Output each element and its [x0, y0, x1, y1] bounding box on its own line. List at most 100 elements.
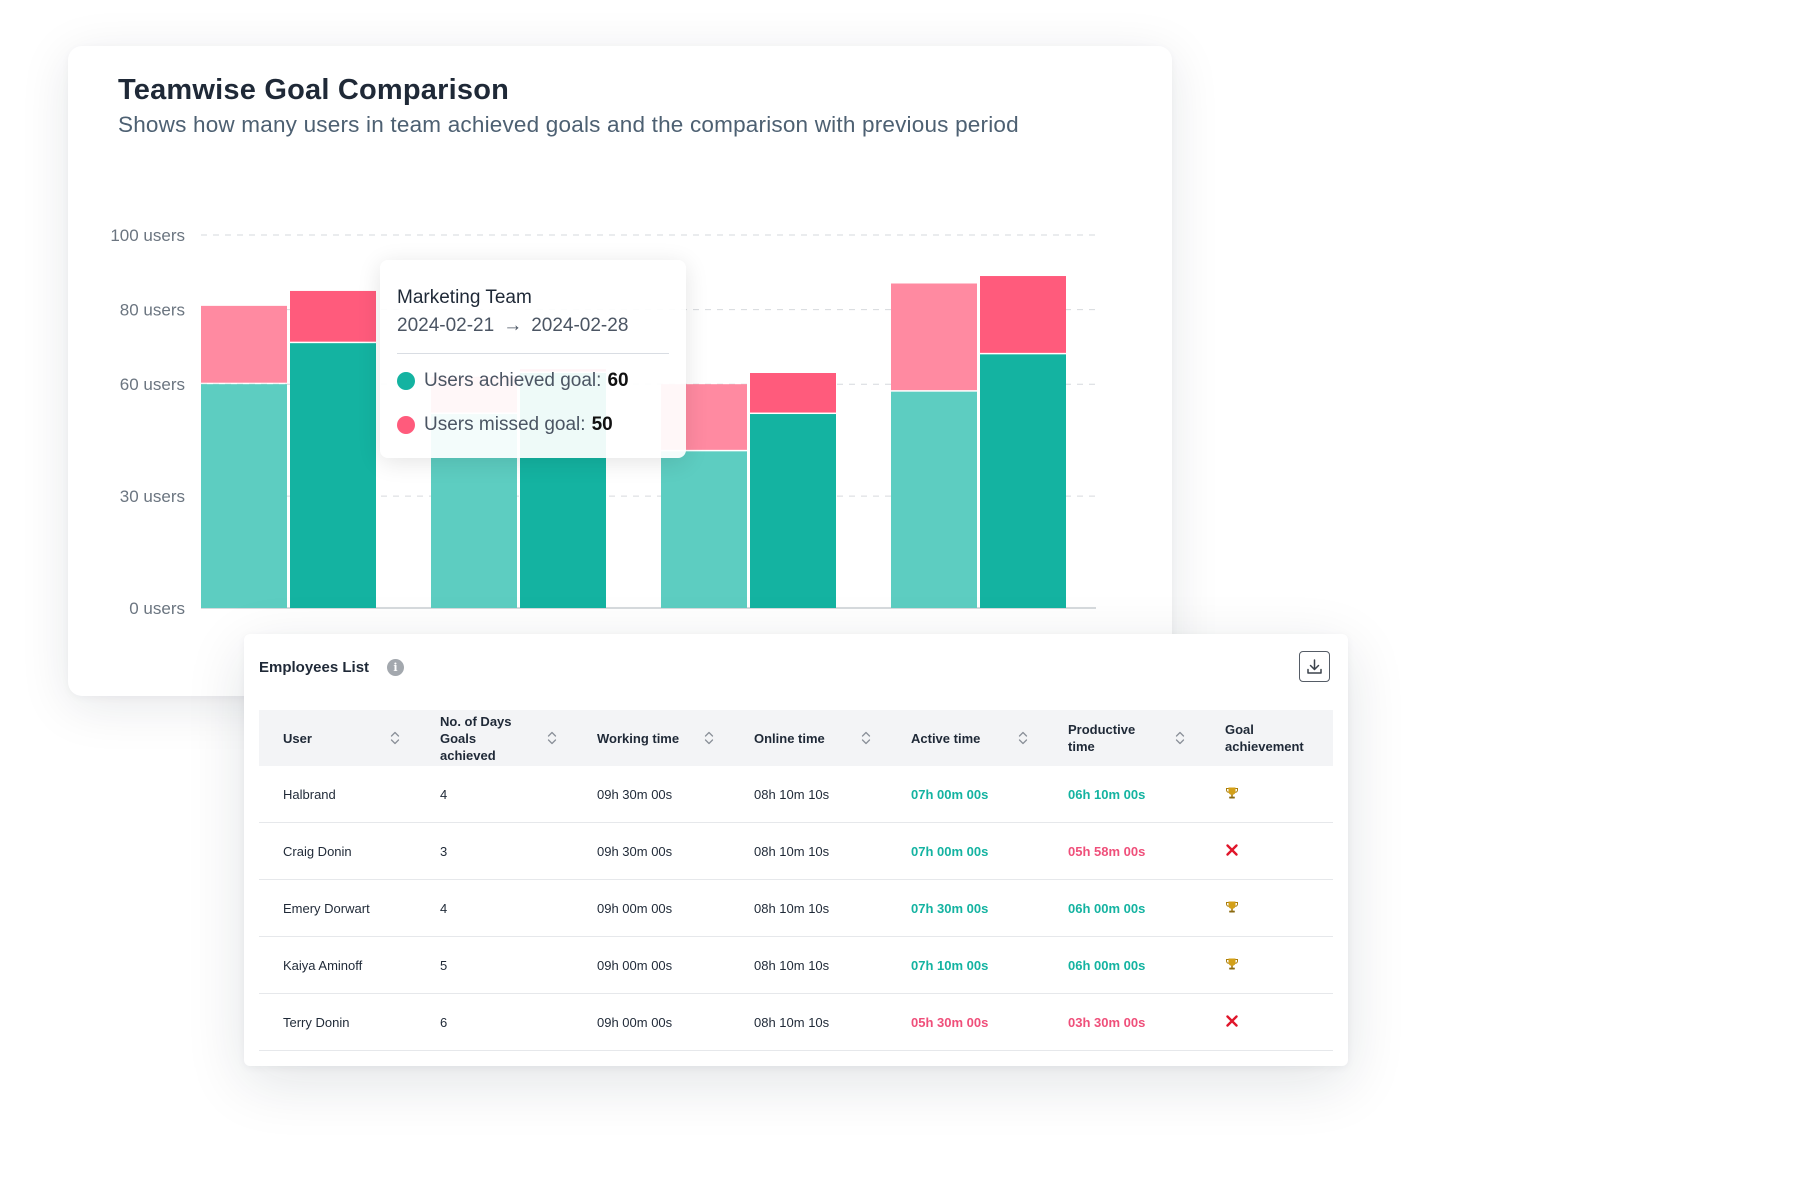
- cell-active-time: 05h 30m 00s: [887, 993, 1044, 1051]
- table-row[interactable]: Craig Donin 3 09h 30m 00s 08h 10m 10s 07…: [259, 822, 1333, 880]
- bar-achieved: [891, 391, 977, 608]
- column-label: Working time: [597, 730, 680, 746]
- cell-user: Halbrand: [259, 766, 416, 823]
- tooltip-date-to: 2024-02-28: [531, 315, 629, 336]
- goal-comparison-chart: 0 users 30 users 60 users 80 users 100 users: [110, 226, 1096, 618]
- y-tick-label: 0 users: [129, 599, 185, 618]
- cell-working-time: 09h 30m 00s: [573, 822, 730, 880]
- tooltip-date-range: 2024-02-21 → 2024-02-28: [397, 315, 628, 337]
- cell-active-time: 07h 00m 00s: [887, 766, 1044, 823]
- table-row[interactable]: Emery Dorwart 4 09h 00m 00s 08h 10m 10s …: [259, 879, 1333, 937]
- tooltip-achieved-value: 60: [607, 370, 629, 391]
- sort-icon[interactable]: [390, 731, 400, 745]
- column-label: No. of Days Goals achieved: [440, 713, 512, 763]
- bar-achieved: [750, 414, 836, 608]
- employees-list-card: Employees List i User No. of Days Goals …: [244, 634, 1348, 1066]
- cell-online-time: 08h 10m 10s: [730, 766, 887, 823]
- column-header-user[interactable]: User: [259, 710, 416, 766]
- tooltip-team-name: Marketing Team: [397, 287, 532, 308]
- y-tick-label: 30 users: [120, 487, 185, 506]
- tooltip-missed-label: Users missed goal:: [424, 414, 586, 435]
- tooltip-achieved-row: Users achieved goal: 60: [397, 370, 629, 392]
- trophy-icon: [1225, 900, 1239, 914]
- bar-missed: [290, 290, 376, 342]
- chart-title: Teamwise Goal Comparison: [118, 74, 510, 106]
- column-header-active-time[interactable]: Active time: [887, 710, 1044, 766]
- bar-achieved: [201, 384, 287, 608]
- cell-productive-time: 03h 30m 00s: [1044, 993, 1201, 1051]
- cell-days: 3: [416, 822, 573, 880]
- bar-missed: [201, 305, 287, 383]
- cell-goal: [1201, 822, 1333, 880]
- cell-productive-time: 06h 00m 00s: [1044, 936, 1201, 994]
- cell-working-time: 09h 00m 00s: [573, 993, 730, 1051]
- cell-days: 6: [416, 993, 573, 1051]
- column-label: Productive time: [1068, 722, 1136, 754]
- cell-goal: [1201, 936, 1333, 994]
- cell-active-time: 07h 10m 00s: [887, 936, 1044, 994]
- column-label: Goal achievement: [1225, 722, 1304, 754]
- table-row[interactable]: Terry Donin 6 09h 00m 00s 08h 10m 10s 05…: [259, 993, 1333, 1051]
- table-header-row: User No. of Days Goals achieved Working …: [259, 710, 1333, 766]
- cell-goal: [1201, 993, 1333, 1051]
- bar-achieved: [980, 354, 1066, 608]
- column-header-working-time[interactable]: Working time: [573, 710, 730, 766]
- arrow-right-icon: →: [503, 315, 523, 336]
- teamwise-goal-card: Teamwise Goal Comparison Shows how many …: [68, 46, 1172, 696]
- employees-table: User No. of Days Goals achieved Working …: [259, 710, 1333, 1051]
- column-header-days-goals[interactable]: No. of Days Goals achieved: [416, 710, 573, 766]
- cross-icon: [1225, 1014, 1239, 1028]
- column-header-online-time[interactable]: Online time: [730, 710, 887, 766]
- cell-days: 4: [416, 879, 573, 937]
- bar-achieved: [661, 451, 747, 608]
- table-row[interactable]: Halbrand 4 09h 30m 00s 08h 10m 10s 07h 0…: [259, 766, 1333, 823]
- cell-working-time: 09h 00m 00s: [573, 936, 730, 994]
- info-icon[interactable]: i: [387, 659, 404, 676]
- cell-user: Craig Donin: [259, 822, 416, 880]
- chart-subtitle: Shows how many users in team achieved go…: [118, 112, 1019, 137]
- y-tick-label: 60 users: [120, 375, 185, 394]
- column-label: Active time: [911, 730, 981, 746]
- download-button[interactable]: [1299, 651, 1330, 682]
- cell-online-time: 08h 10m 10s: [730, 822, 887, 880]
- column-label: Online time: [754, 730, 825, 746]
- cell-user: Kaiya Aminoff: [259, 936, 416, 994]
- tooltip-missed-value: 50: [591, 414, 613, 435]
- sort-icon[interactable]: [1018, 731, 1028, 745]
- cell-productive-time: 06h 10m 00s: [1044, 766, 1201, 823]
- column-header-productive-time[interactable]: Productive time: [1044, 710, 1201, 766]
- cell-online-time: 08h 10m 10s: [730, 993, 887, 1051]
- cell-goal: [1201, 879, 1333, 937]
- sort-icon[interactable]: [547, 731, 557, 745]
- cell-working-time: 09h 30m 00s: [573, 766, 730, 823]
- cell-online-time: 08h 10m 10s: [730, 879, 887, 937]
- achieved-dot-icon: [397, 372, 415, 390]
- tooltip-date-from: 2024-02-21: [397, 315, 495, 336]
- download-icon: [1307, 659, 1322, 674]
- column-header-goal-achievement: Goal achievement: [1201, 710, 1333, 766]
- cell-active-time: 07h 00m 00s: [887, 822, 1044, 880]
- cell-active-time: 07h 30m 00s: [887, 879, 1044, 937]
- tooltip-missed-row: Users missed goal: 50: [397, 414, 613, 436]
- sort-icon[interactable]: [1175, 731, 1185, 745]
- bar-achieved: [290, 343, 376, 608]
- cross-icon: [1225, 843, 1239, 857]
- cell-productive-time: 05h 58m 00s: [1044, 822, 1201, 880]
- cell-user: Emery Dorwart: [259, 879, 416, 937]
- tooltip-achieved-label: Users achieved goal:: [424, 370, 602, 391]
- chart-tooltip: Marketing Team 2024-02-21 → 2024-02-28 Use…: [380, 260, 686, 458]
- cell-user: Terry Donin: [259, 993, 416, 1051]
- trophy-icon: [1225, 957, 1239, 971]
- cell-goal: [1201, 766, 1333, 823]
- column-label: User: [283, 730, 312, 746]
- sort-icon[interactable]: [704, 731, 714, 745]
- table-row[interactable]: Kaiya Aminoff 5 09h 00m 00s 08h 10m 10s …: [259, 936, 1333, 994]
- missed-dot-icon: [397, 416, 415, 434]
- tooltip-divider: [397, 353, 669, 354]
- trophy-icon: [1225, 786, 1239, 800]
- y-tick-label: 100 users: [110, 226, 185, 245]
- sort-icon[interactable]: [861, 731, 871, 745]
- cell-online-time: 08h 10m 10s: [730, 936, 887, 994]
- cell-days: 4: [416, 766, 573, 823]
- cell-working-time: 09h 00m 00s: [573, 879, 730, 937]
